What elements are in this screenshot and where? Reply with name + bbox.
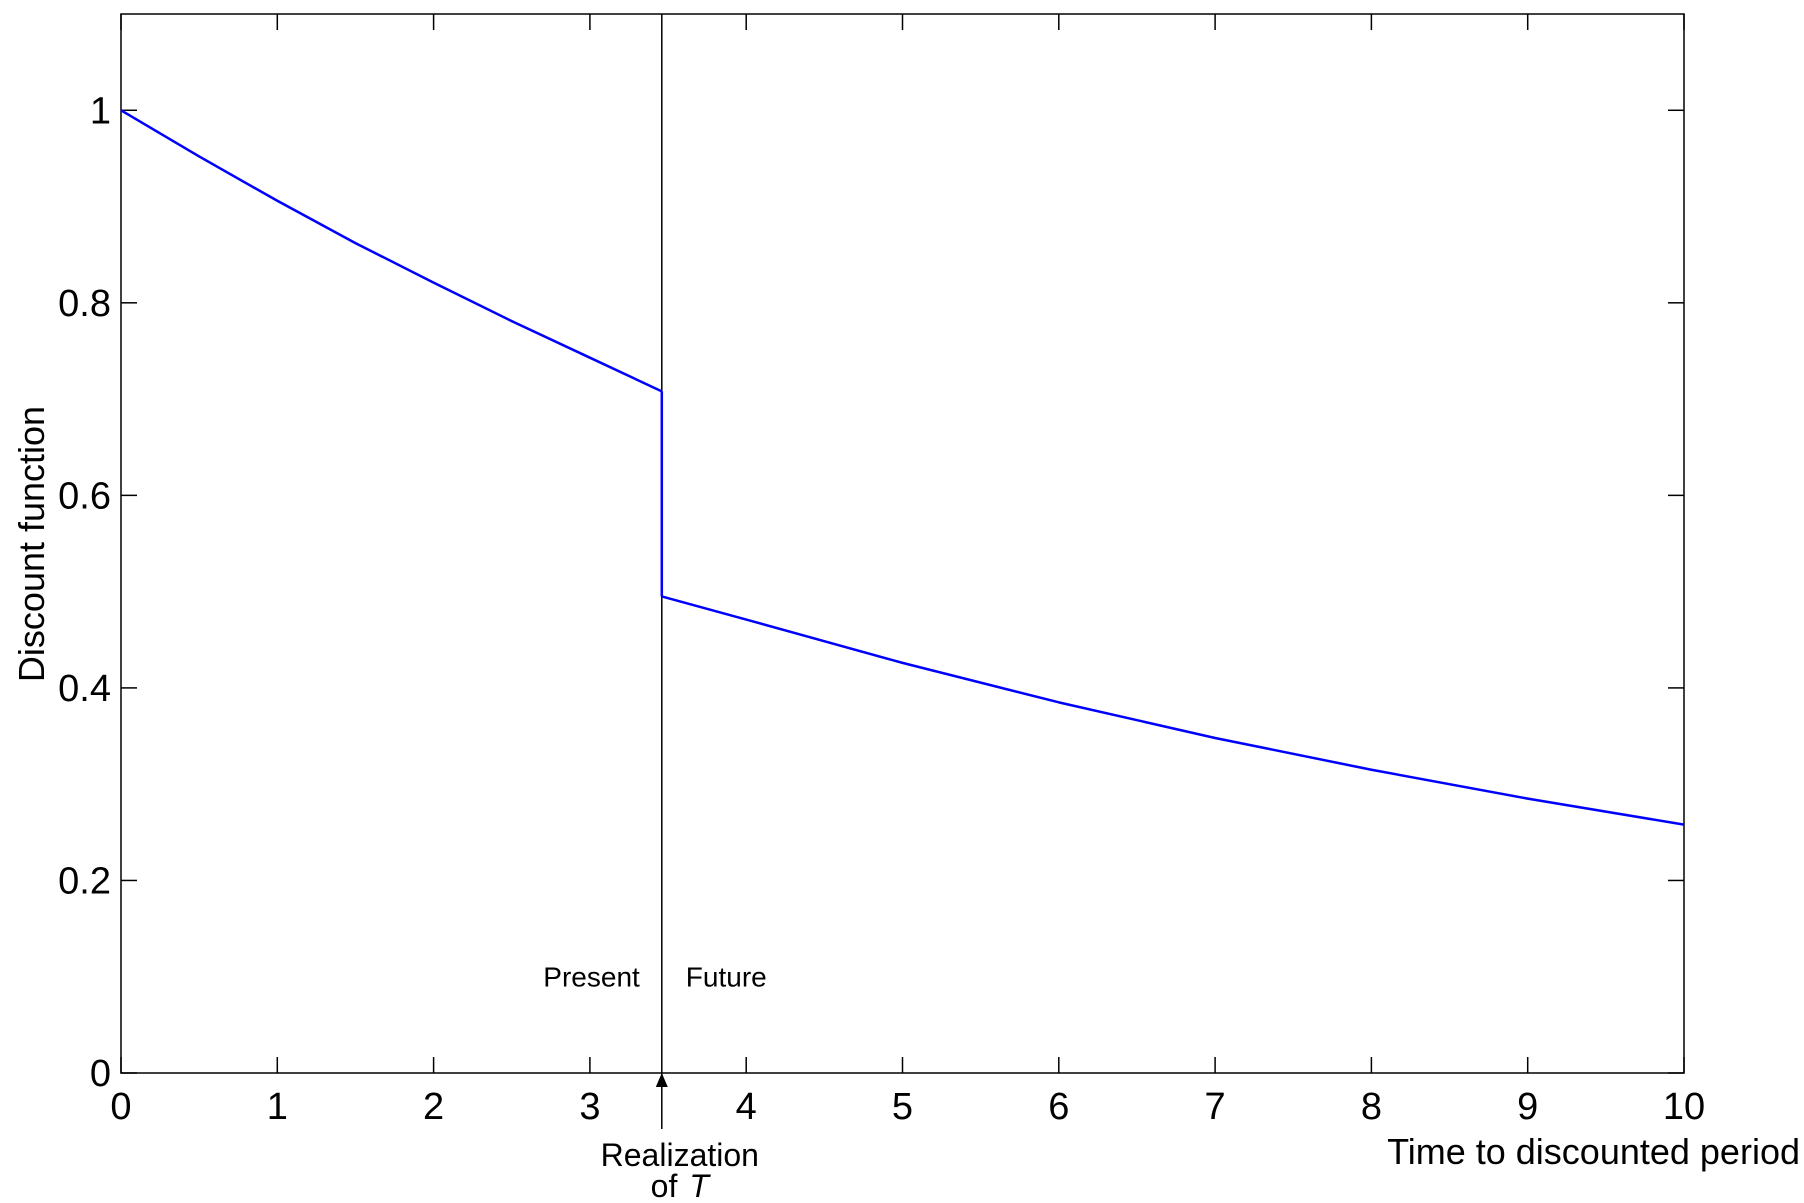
x-tick-label: 9: [1517, 1086, 1538, 1128]
x-tick-label: 8: [1361, 1086, 1382, 1128]
present-label: Present: [543, 962, 640, 993]
ticks-layer: 0 1 2 3 4 5 6 7 8 9 10 0 0.2 0.4 0.6 0.8 1: [58, 14, 1705, 1128]
x-tick-label: 10: [1663, 1086, 1705, 1128]
realization-of-prefix: of: [651, 1168, 678, 1203]
y-axis-title: Discount function: [11, 406, 52, 682]
plot-area: [120, 13, 1685, 1074]
y-tick-label: 0.4: [58, 668, 111, 710]
x-tick-label: 4: [736, 1086, 757, 1128]
x-tick-label: 1: [267, 1086, 288, 1128]
y-tick-label: 0: [90, 1053, 111, 1095]
series-layer: [120, 109, 1685, 826]
y-tick-label: 0.6: [58, 475, 111, 517]
x-tick-label: 7: [1205, 1086, 1226, 1128]
series-line-future: [661, 595, 1685, 826]
x-tick-label: 2: [423, 1086, 444, 1128]
y-tick-label: 0.2: [58, 860, 111, 902]
y-tick-label: 0.8: [58, 283, 111, 325]
realization-label: Realization: [601, 1137, 759, 1173]
x-tick-label: 0: [110, 1086, 131, 1128]
y-tick-label: 1: [90, 90, 111, 132]
series-line-present: [120, 109, 663, 393]
realization-arrow: [655, 1073, 668, 1087]
x-tick-label: 3: [579, 1086, 600, 1128]
x-axis-title: Time to discounted period: [1387, 1131, 1800, 1172]
x-tick-label: 5: [892, 1086, 913, 1128]
future-label: Future: [686, 962, 767, 993]
realization-of-label: of T: [651, 1168, 712, 1203]
x-tick-label: 6: [1048, 1086, 1069, 1128]
realization-of-symbol: T: [689, 1168, 711, 1203]
